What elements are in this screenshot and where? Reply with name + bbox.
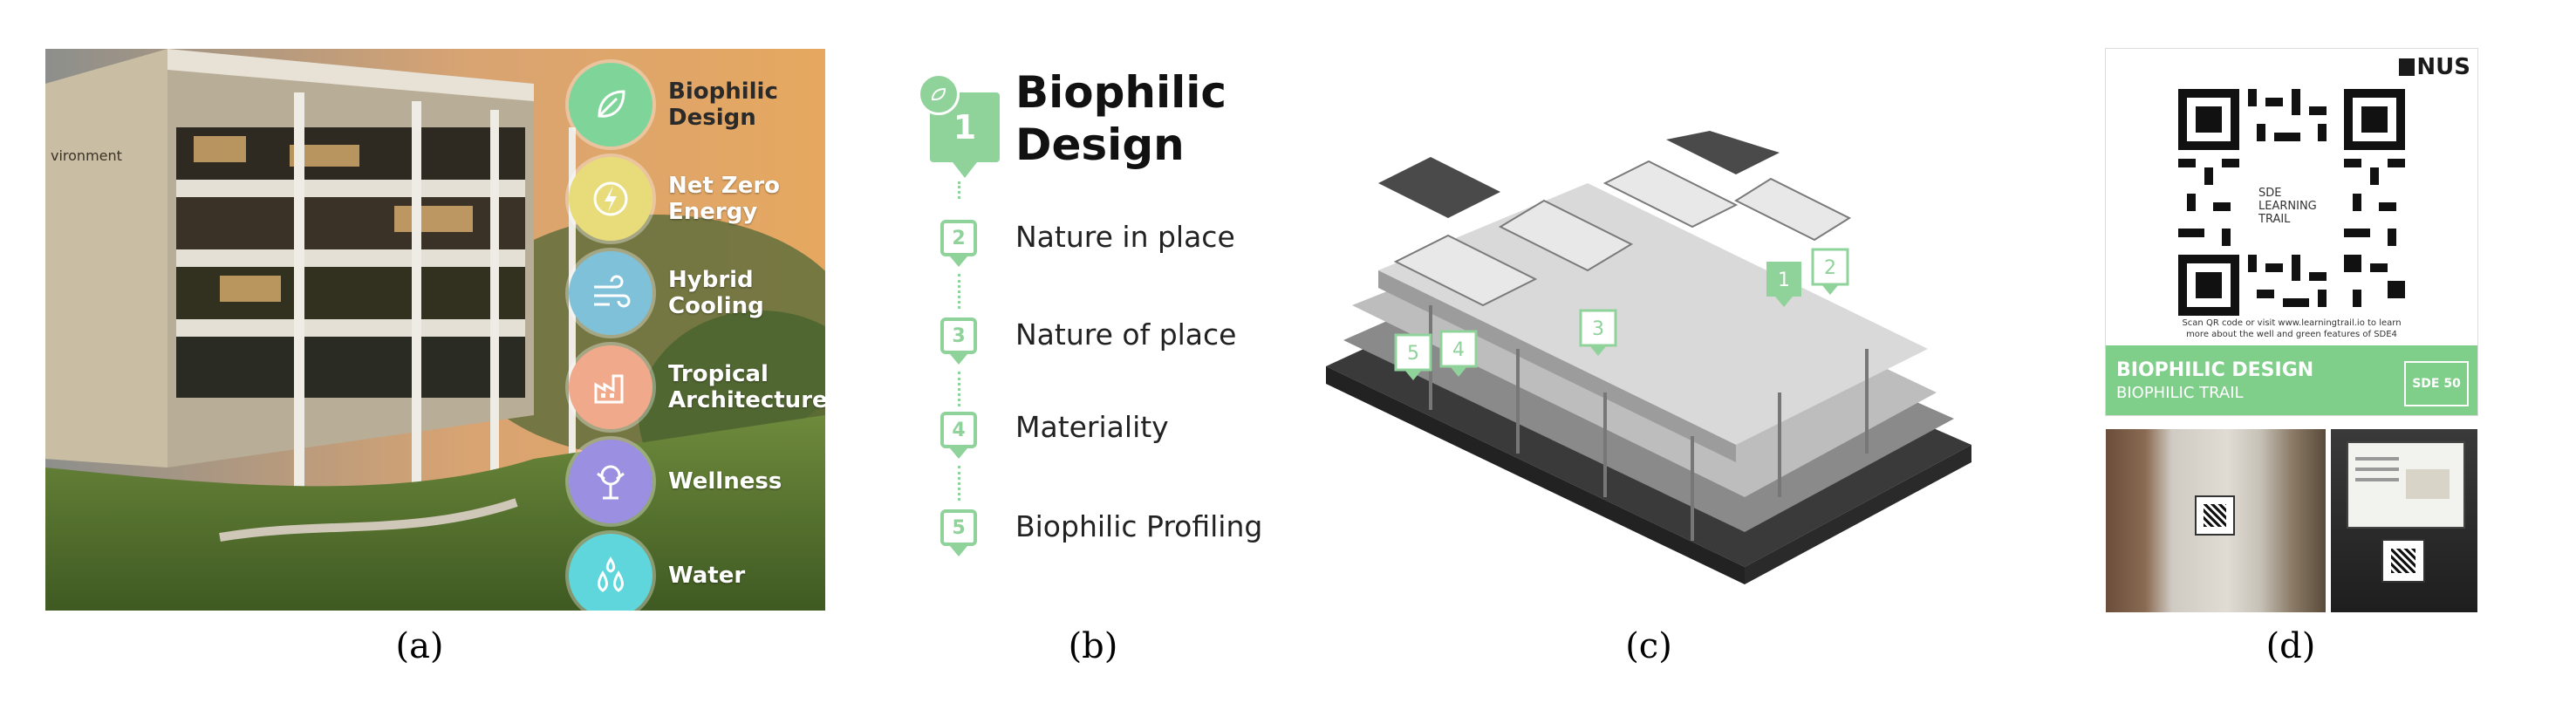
signpost-photo xyxy=(2331,429,2477,612)
category-label: Energy xyxy=(668,199,758,225)
nus-logo-text: NUS xyxy=(2416,54,2470,80)
isometric-model: 1 2 3 4 5 xyxy=(1326,131,1971,584)
category-label: Biophilic xyxy=(668,78,778,105)
category-water: Water xyxy=(569,534,745,611)
banner-subtitle: BIOPHILIC TRAIL xyxy=(2116,384,2244,402)
step-label: Biophilic Profiling xyxy=(1015,509,1263,543)
droplets-icon xyxy=(569,534,653,611)
panel-a-building-photo: vironment Biophilic Design Net Zero Energy… xyxy=(45,49,825,611)
category-net-zero-energy: Net Zero Energy xyxy=(569,157,780,241)
building-sign: vironment xyxy=(51,147,122,164)
qr-center-text: SDE LEARNING TRAIL xyxy=(2258,187,2317,226)
category-label: Architecture xyxy=(668,387,825,413)
step-pin: 2 xyxy=(940,220,977,267)
step-label: Materiality xyxy=(1015,410,1169,444)
svg-text:2: 2 xyxy=(1824,257,1836,279)
factory-icon xyxy=(569,345,653,429)
qr-text: SDE xyxy=(2258,187,2282,200)
category-label: Net Zero xyxy=(668,173,781,199)
category-label: Cooling xyxy=(668,293,764,319)
qr-text: LEARNING xyxy=(2258,200,2317,213)
step-label: Nature in place xyxy=(1015,220,1235,254)
qr-sticker xyxy=(2195,495,2235,536)
category-wellness: Wellness xyxy=(569,440,782,523)
step-number: 2 xyxy=(940,220,977,256)
qr-code xyxy=(2178,89,2405,316)
nus-logo: NUS xyxy=(2399,54,2470,80)
qr-poster: NUS SDE LEARNING TRAIL Scan QR code o xyxy=(2106,49,2477,415)
leaf-badge-icon xyxy=(918,73,960,115)
step-pin: 4 xyxy=(940,412,977,459)
category-label: Hybrid xyxy=(668,267,754,293)
building-photo: vironment xyxy=(45,49,825,611)
panel-b-biophilic-steps: 1 Biophilic Design 2 Nature in place 3 N… xyxy=(912,66,1279,590)
svg-text:4: 4 xyxy=(1452,339,1465,361)
panel-c-building-model: 1 2 3 4 5 xyxy=(1326,131,1971,584)
scan-text: Scan QR code or visit www.learningtrail.… xyxy=(2182,318,2402,328)
step-number: 5 xyxy=(940,509,977,546)
svg-text:1: 1 xyxy=(1778,270,1790,291)
green-banner: BIOPHILIC DESIGN BIOPHILIC TRAIL SDE 50 xyxy=(2106,345,2477,415)
title: Biophilic Design xyxy=(1015,66,1227,171)
category-label: Wellness xyxy=(668,468,782,495)
panel-d-signage: NUS SDE LEARNING TRAIL Scan QR code o xyxy=(2106,49,2477,612)
category-tropical-architecture: Tropical Architecture xyxy=(569,345,825,429)
step-number: 4 xyxy=(940,412,977,448)
qr-sticker xyxy=(2381,539,2425,583)
banner-title: BIOPHILIC DESIGN xyxy=(2116,359,2314,381)
caption-a: (a) xyxy=(395,626,444,666)
caption-c: (c) xyxy=(1625,626,1672,666)
sde50-badge: SDE 50 xyxy=(2404,361,2469,406)
title-line: Biophilic xyxy=(1015,67,1227,118)
svg-text:5: 5 xyxy=(1407,343,1419,365)
category-label: Tropical xyxy=(668,361,769,387)
step-label: Nature of place xyxy=(1015,317,1237,352)
step-pin: 5 xyxy=(940,509,977,556)
scan-text: more about the well and green features o… xyxy=(2186,330,2397,339)
caption-d: (d) xyxy=(2265,626,2316,666)
category-label: Design xyxy=(668,105,756,131)
leaf-icon xyxy=(569,63,653,147)
step-pin: 3 xyxy=(940,317,977,365)
lightning-icon xyxy=(569,157,653,241)
sign-board xyxy=(2347,441,2465,529)
column-photo xyxy=(2106,429,2326,612)
svg-text:3: 3 xyxy=(1592,318,1604,340)
caption-b: (b) xyxy=(1068,626,1118,666)
wind-icon xyxy=(569,251,653,335)
marker-1: 1 xyxy=(1766,262,1801,307)
marker-4: 4 xyxy=(1439,330,1478,377)
category-biophilic-design: Biophilic Design xyxy=(569,63,778,147)
marker-3: 3 xyxy=(1579,309,1617,356)
category-hybrid-cooling: Hybrid Cooling xyxy=(569,251,764,335)
title-line: Design xyxy=(1015,119,1185,170)
category-label: Water xyxy=(668,563,746,589)
qr-text: TRAIL xyxy=(2258,213,2291,226)
marker-5: 5 xyxy=(1394,333,1432,380)
tree-icon xyxy=(569,440,653,523)
scan-instructions: Scan QR code or visit www.learningtrail.… xyxy=(2123,317,2460,340)
marker-2: 2 xyxy=(1811,248,1849,295)
step-number: 3 xyxy=(940,317,977,354)
